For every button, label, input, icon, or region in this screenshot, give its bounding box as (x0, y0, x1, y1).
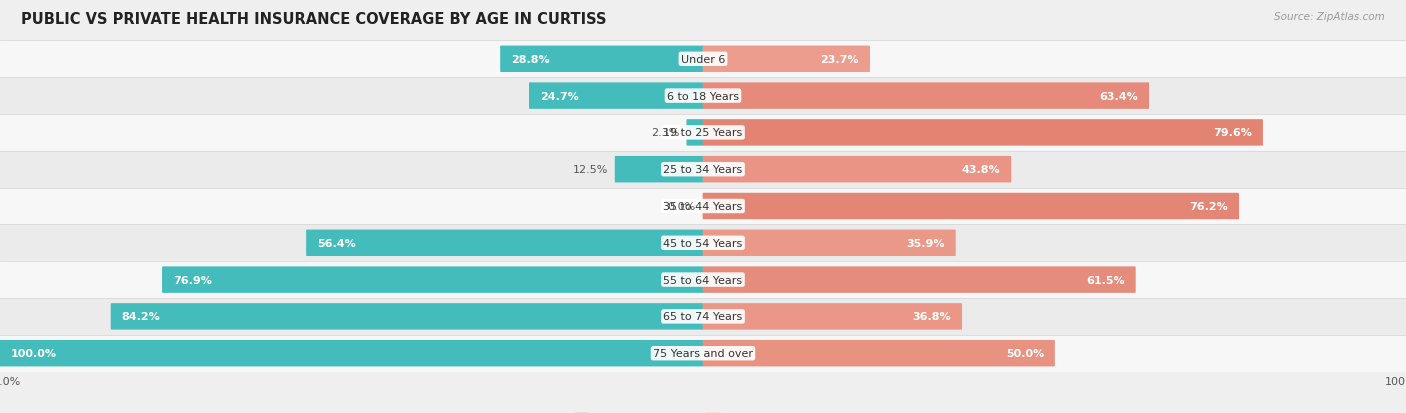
Text: 79.6%: 79.6% (1213, 128, 1253, 138)
Text: 12.5%: 12.5% (572, 165, 609, 175)
Bar (0, 298, 1406, 335)
Text: 55 to 64 Years: 55 to 64 Years (664, 275, 742, 285)
Bar (0, 78, 1406, 115)
FancyBboxPatch shape (307, 230, 703, 256)
Text: 61.5%: 61.5% (1087, 275, 1125, 285)
FancyBboxPatch shape (703, 304, 962, 330)
FancyBboxPatch shape (111, 304, 703, 330)
Text: 76.2%: 76.2% (1189, 202, 1229, 211)
Bar (0, 225, 1406, 261)
FancyBboxPatch shape (703, 120, 1263, 146)
FancyBboxPatch shape (703, 46, 870, 73)
Text: 84.2%: 84.2% (121, 312, 160, 322)
Text: 76.9%: 76.9% (173, 275, 212, 285)
Text: 23.7%: 23.7% (821, 55, 859, 65)
Bar (0, 41, 1406, 78)
FancyBboxPatch shape (703, 230, 956, 256)
Bar (0, 152, 1406, 188)
Text: 35 to 44 Years: 35 to 44 Years (664, 202, 742, 211)
Text: 50.0%: 50.0% (1005, 348, 1043, 358)
Text: 43.8%: 43.8% (962, 165, 1001, 175)
FancyBboxPatch shape (686, 120, 703, 146)
Text: 100.0%: 100.0% (10, 348, 56, 358)
FancyBboxPatch shape (0, 340, 703, 367)
FancyBboxPatch shape (501, 46, 703, 73)
Text: 19 to 25 Years: 19 to 25 Years (664, 128, 742, 138)
Text: Under 6: Under 6 (681, 55, 725, 65)
FancyBboxPatch shape (703, 340, 1054, 367)
Text: 36.8%: 36.8% (912, 312, 950, 322)
Text: 6 to 18 Years: 6 to 18 Years (666, 91, 740, 101)
Text: 25 to 34 Years: 25 to 34 Years (664, 165, 742, 175)
FancyBboxPatch shape (162, 267, 703, 293)
FancyBboxPatch shape (614, 157, 703, 183)
FancyBboxPatch shape (703, 83, 1149, 109)
Bar (0, 335, 1406, 372)
Text: 65 to 74 Years: 65 to 74 Years (664, 312, 742, 322)
Bar (0, 261, 1406, 298)
FancyBboxPatch shape (529, 83, 703, 109)
Text: 0.0%: 0.0% (668, 202, 696, 211)
Bar (0, 188, 1406, 225)
Text: 63.4%: 63.4% (1099, 91, 1139, 101)
FancyBboxPatch shape (703, 193, 1239, 220)
Text: PUBLIC VS PRIVATE HEALTH INSURANCE COVERAGE BY AGE IN CURTISS: PUBLIC VS PRIVATE HEALTH INSURANCE COVER… (21, 12, 606, 27)
Text: 75 Years and over: 75 Years and over (652, 348, 754, 358)
Text: 35.9%: 35.9% (907, 238, 945, 248)
Text: 2.3%: 2.3% (651, 128, 681, 138)
Text: Source: ZipAtlas.com: Source: ZipAtlas.com (1274, 12, 1385, 22)
Text: 45 to 54 Years: 45 to 54 Years (664, 238, 742, 248)
FancyBboxPatch shape (703, 267, 1136, 293)
Text: 28.8%: 28.8% (512, 55, 550, 65)
Text: 56.4%: 56.4% (318, 238, 356, 248)
Bar (0, 115, 1406, 152)
FancyBboxPatch shape (703, 157, 1011, 183)
Text: 24.7%: 24.7% (540, 91, 579, 101)
Legend: Public Insurance, Private Insurance: Public Insurance, Private Insurance (574, 412, 832, 413)
